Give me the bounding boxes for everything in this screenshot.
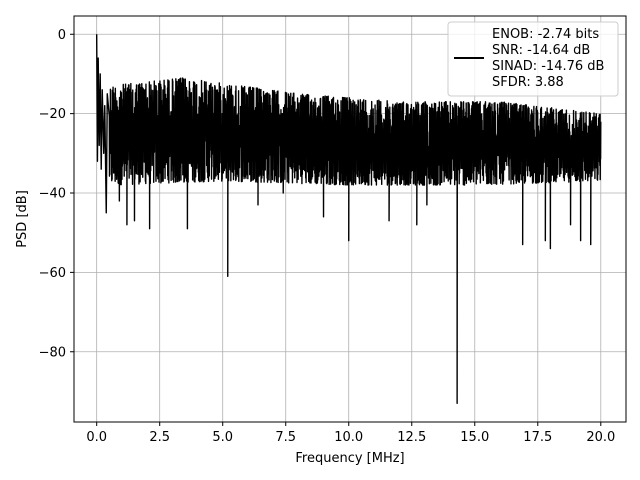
- legend-label-line: SNR: -14.64 dB: [492, 43, 590, 58]
- x-tick-label: 0.0: [86, 430, 107, 445]
- x-tick-label: 12.5: [397, 430, 426, 445]
- x-tick-label: 15.0: [460, 430, 489, 445]
- y-tick-label: −20: [39, 107, 66, 122]
- y-axis-label: PSD [dB]: [15, 190, 30, 248]
- legend-box: [447, 21, 619, 97]
- y-tick-label: 0: [58, 28, 66, 43]
- x-tick-label: 2.5: [149, 430, 170, 445]
- x-axis-ticks: 0.0 2.5 5.0 7.5 10.0 12.5 15.0 17.5 20.0: [86, 422, 615, 445]
- series-layer: [95, 34, 602, 405]
- legend-label-line: ENOB: -2.74 bits: [492, 27, 599, 42]
- x-tick-label: 5.0: [212, 430, 233, 445]
- x-tick-label: 17.5: [523, 430, 552, 445]
- x-axis-label: Frequency [MHz]: [295, 451, 404, 466]
- legend-label: ENOB: -2.74 bits SNR: -14.64 dB SINAD: -14…: [492, 27, 604, 90]
- x-tick-label: 7.5: [275, 430, 296, 445]
- y-tick-label: −40: [39, 187, 66, 202]
- y-axis-ticks: 0 −20 −40 −60 −80: [39, 28, 74, 360]
- legend-label-line: SFDR: 3.88: [492, 75, 564, 90]
- psd-series-line: [95, 34, 602, 405]
- legend-label-line: SINAD: -14.76 dB: [492, 59, 604, 74]
- legend: ENOB: -2.74 bits SNR: -14.64 dB SINAD: -14…: [447, 21, 619, 97]
- plot-frame: [73, 15, 627, 423]
- x-tick-label: 20.0: [586, 430, 615, 445]
- y-tick-label: −60: [39, 266, 66, 281]
- y-tick-label: −80: [39, 345, 66, 360]
- x-tick-label: 10.0: [334, 430, 363, 445]
